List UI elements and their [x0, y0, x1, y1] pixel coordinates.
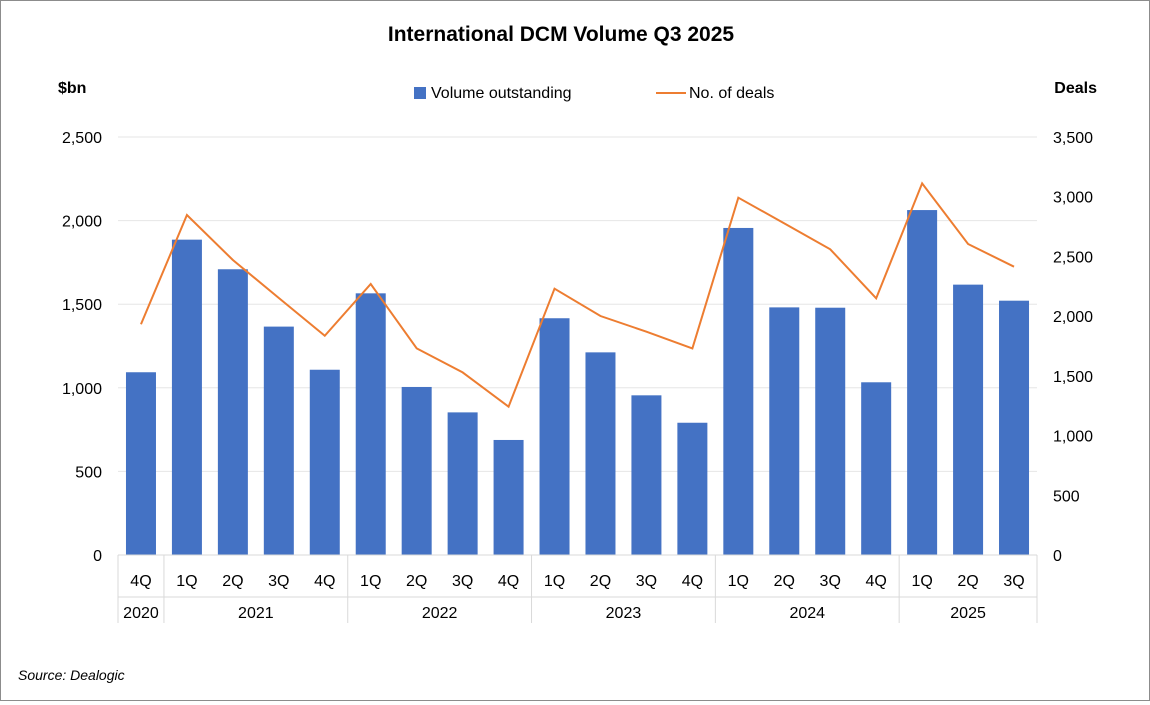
- chart-title: International DCM Volume Q3 2025: [388, 23, 735, 46]
- bar: [494, 440, 524, 555]
- bar: [585, 352, 615, 555]
- bar: [723, 228, 753, 555]
- left-tick-label: 1,000: [62, 381, 102, 398]
- left-axis-label: $bn: [58, 80, 86, 97]
- right-tick-label: 2,500: [1053, 249, 1093, 266]
- x-tick-label: 3Q: [1003, 573, 1024, 590]
- right-tick-label: 3,000: [1053, 190, 1093, 207]
- right-tick-label: 0: [1053, 548, 1062, 565]
- year-group-label: 2022: [422, 605, 458, 622]
- legend-line-label: No. of deals: [689, 85, 774, 102]
- right-tick-label: 500: [1053, 488, 1080, 505]
- x-tick-label: 4Q: [866, 573, 887, 590]
- source-note: Source: Dealogic: [18, 667, 125, 683]
- x-tick-label: 2Q: [590, 573, 611, 590]
- left-tick-label: 0: [93, 548, 102, 565]
- x-tick-label: 3Q: [820, 573, 841, 590]
- left-tick-label: 1,500: [62, 297, 102, 314]
- x-tick-label: 4Q: [130, 573, 151, 590]
- year-group-label: 2023: [606, 605, 642, 622]
- x-tick-label: 2Q: [774, 573, 795, 590]
- bar: [448, 412, 478, 555]
- left-tick-label: 2,500: [62, 130, 102, 147]
- bar: [356, 293, 386, 555]
- bar: [953, 285, 983, 555]
- bar: [172, 240, 202, 555]
- bar: [631, 395, 661, 555]
- right-tick-label: 1,000: [1053, 429, 1093, 446]
- x-tick-label: 4Q: [498, 573, 519, 590]
- x-tick-label: 1Q: [544, 573, 565, 590]
- x-tick-label: 3Q: [452, 573, 473, 590]
- x-tick-label: 2Q: [957, 573, 978, 590]
- x-tick-label: 3Q: [636, 573, 657, 590]
- bar: [402, 387, 432, 555]
- bar: [999, 301, 1029, 555]
- x-tick-label: 2Q: [406, 573, 427, 590]
- x-tick-label: 4Q: [682, 573, 703, 590]
- bar: [907, 210, 937, 555]
- bar: [540, 318, 570, 555]
- bar: [310, 370, 340, 555]
- right-axis-label: Deals: [1054, 80, 1097, 97]
- x-tick-label: 2Q: [222, 573, 243, 590]
- right-tick-label: 3,500: [1053, 130, 1093, 147]
- year-group-label: 2020: [123, 605, 159, 622]
- legend-bar-swatch: [414, 87, 426, 99]
- x-tick-label: 1Q: [911, 573, 932, 590]
- left-tick-label: 500: [75, 464, 102, 481]
- legend-bar-label: Volume outstanding: [431, 85, 572, 102]
- x-tick-label: 3Q: [268, 573, 289, 590]
- left-tick-label: 2,000: [62, 214, 102, 231]
- year-group-label: 2021: [238, 605, 274, 622]
- year-group-label: 2024: [789, 605, 825, 622]
- bar: [218, 269, 248, 555]
- x-tick-label: 1Q: [176, 573, 197, 590]
- right-tick-label: 2,000: [1053, 309, 1093, 326]
- x-tick-label: 1Q: [728, 573, 749, 590]
- x-tick-label: 4Q: [314, 573, 335, 590]
- bar: [677, 423, 707, 555]
- right-tick-label: 1,500: [1053, 369, 1093, 386]
- bar: [861, 382, 891, 555]
- year-group-label: 2025: [950, 605, 986, 622]
- bar: [264, 327, 294, 555]
- bar: [126, 372, 156, 555]
- bar: [815, 308, 845, 555]
- x-tick-label: 1Q: [360, 573, 381, 590]
- bar: [769, 307, 799, 555]
- legend: Volume outstanding No. of deals: [414, 85, 774, 102]
